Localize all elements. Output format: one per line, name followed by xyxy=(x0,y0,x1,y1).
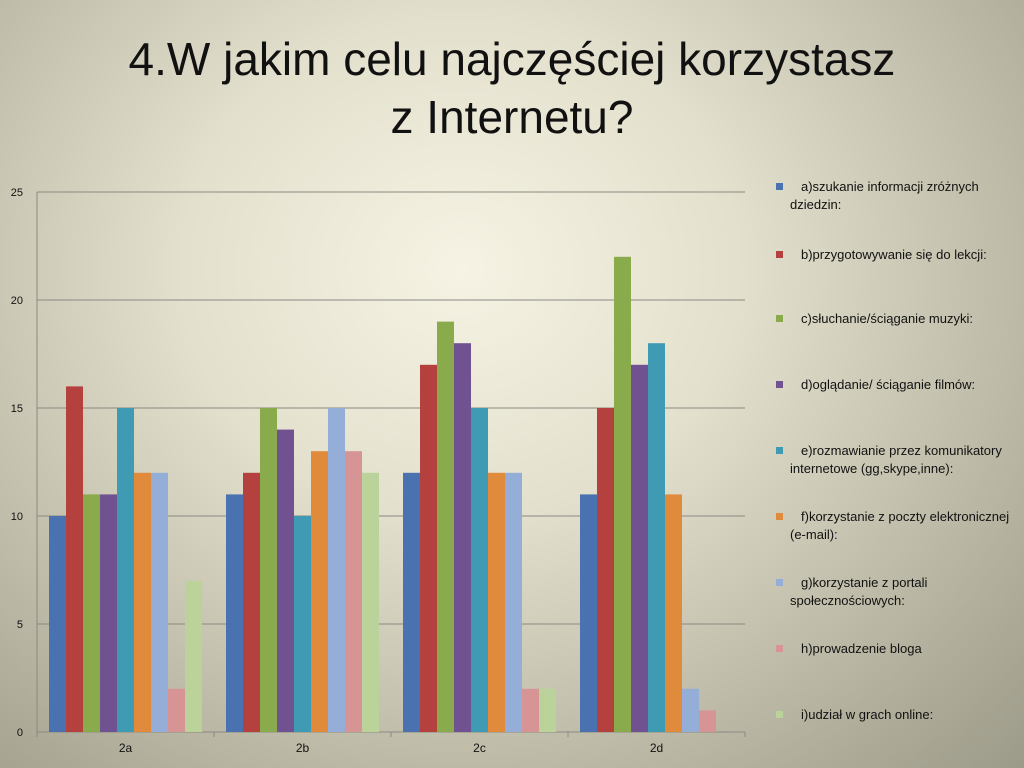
bar xyxy=(539,688,556,732)
bar xyxy=(260,408,277,732)
bar xyxy=(488,472,505,732)
legend-swatch xyxy=(776,315,783,322)
bar xyxy=(277,429,294,732)
bar xyxy=(168,688,185,732)
y-tick-label: 25 xyxy=(11,187,23,199)
bar xyxy=(345,451,362,732)
y-tick-label: 15 xyxy=(11,403,23,415)
slide-title: 4.W jakim celu najczęściej korzystasz z … xyxy=(0,30,1024,146)
bar xyxy=(66,386,83,732)
x-tick-label: 2d xyxy=(650,741,663,755)
legend-label: b)przygotowywanie się do lekcji: xyxy=(801,247,987,262)
bar xyxy=(665,494,682,732)
legend-item: b)przygotowywanie się do lekcji: xyxy=(776,246,1016,264)
y-tick-label: 10 xyxy=(11,511,23,523)
legend-item: a)szukanie informacji zróżnych dziedzin: xyxy=(776,178,1016,214)
bar xyxy=(362,472,379,732)
legend-swatch xyxy=(776,381,783,388)
legend-swatch xyxy=(776,645,783,652)
legend-item: h)prowadzenie bloga xyxy=(776,640,1016,658)
legend-label: f)korzystanie z poczty elektronicznej (e… xyxy=(790,509,1010,542)
legend-swatch xyxy=(776,711,783,718)
bar xyxy=(100,494,117,732)
y-tick-label: 0 xyxy=(17,727,23,739)
bar xyxy=(682,688,699,732)
bar xyxy=(403,472,420,732)
legend-label: g)korzystanie z portali społecznościowyc… xyxy=(790,575,928,608)
x-tick-label: 2c xyxy=(473,741,486,755)
bar xyxy=(648,343,665,732)
bar xyxy=(699,710,716,732)
legend-label: h)prowadzenie bloga xyxy=(801,641,922,656)
bar xyxy=(134,472,151,732)
legend-swatch xyxy=(776,183,783,190)
bar xyxy=(597,408,614,732)
legend-label: c)słuchanie/ściąganie muzyki: xyxy=(801,311,973,326)
legend-item: f)korzystanie z poczty elektronicznej (e… xyxy=(776,508,1016,544)
legend-item: d)oglądanie/ ściąganie filmów: xyxy=(776,376,1016,394)
bar xyxy=(243,472,260,732)
bar xyxy=(226,494,243,732)
bar xyxy=(454,343,471,732)
legend-label: e)rozmawianie przez komunikatory interne… xyxy=(790,443,1002,476)
bar xyxy=(83,494,100,732)
bar xyxy=(437,321,454,732)
y-tick-label: 5 xyxy=(17,619,23,631)
bar xyxy=(185,580,202,732)
legend-label: i)udział w grach online: xyxy=(801,707,934,722)
bar xyxy=(311,451,328,732)
bar xyxy=(471,408,488,732)
bar xyxy=(631,364,648,732)
legend-item: g)korzystanie z portali społecznościowyc… xyxy=(776,574,1016,610)
legend-swatch xyxy=(776,579,783,586)
bar xyxy=(505,472,522,732)
slide-title-line-2: z Internetu? xyxy=(390,91,634,143)
legend-item: i)udział w grach online: xyxy=(776,706,1016,724)
bar xyxy=(328,408,345,732)
legend-swatch xyxy=(776,251,783,258)
legend-swatch xyxy=(776,513,783,520)
bar xyxy=(614,256,631,732)
bar xyxy=(117,408,134,732)
legend-item: c)słuchanie/ściąganie muzyki: xyxy=(776,310,1016,328)
bar xyxy=(522,688,539,732)
x-tick-label: 2a xyxy=(119,741,133,755)
legend-label: d)oglądanie/ ściąganie filmów: xyxy=(801,377,976,392)
legend-item: e)rozmawianie przez komunikatory interne… xyxy=(776,442,1016,478)
bar xyxy=(580,494,597,732)
bar xyxy=(49,516,66,732)
legend-swatch xyxy=(776,447,783,454)
legend-label: a)szukanie informacji zróżnych dziedzin: xyxy=(790,179,979,212)
bar xyxy=(294,516,311,732)
x-tick-label: 2b xyxy=(296,741,310,755)
bar xyxy=(151,472,168,732)
bar xyxy=(420,364,437,732)
y-tick-label: 20 xyxy=(11,295,23,307)
slide-title-line-1: 4.W jakim celu najczęściej korzystasz xyxy=(128,33,896,85)
